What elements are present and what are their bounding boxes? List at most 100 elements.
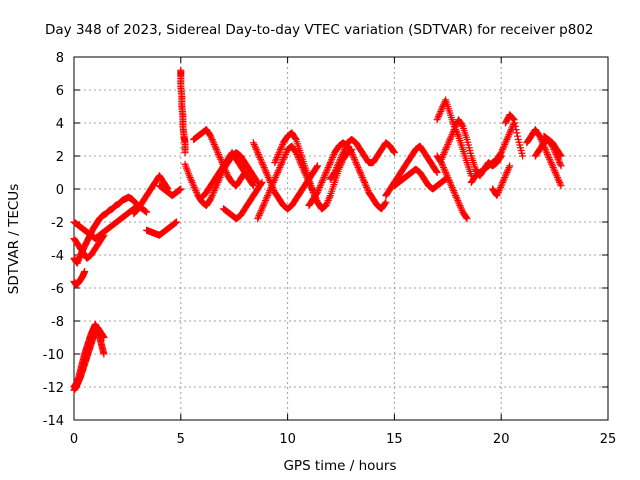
data-point-seg18 [362,182,370,190]
data-point-seg18 [326,160,334,168]
data-point-seg22 [434,114,442,122]
data-point-seg15 [254,150,262,158]
data-point-seg18 [321,170,329,178]
data-point-seg23 [454,197,462,205]
data-point-seg18 [320,173,328,181]
data-point-seg27 [514,132,522,140]
data-point-seg24 [439,152,447,160]
data-point-seg24 [442,144,450,152]
data-point-seg19 [337,154,345,162]
data-point-seg25 [503,136,511,143]
data-point-seg18 [324,164,332,172]
data-point-seg28 [542,147,550,155]
data-point-seg19 [331,167,339,175]
data-point-seg29 [555,157,563,165]
data-point-seg27 [512,126,520,134]
data-point-seg16 [262,197,270,205]
data-point-seg19 [390,148,398,156]
data-point-seg18 [318,177,326,185]
data-point-seg27 [511,119,519,127]
data-point-seg15 [262,169,270,176]
data-point-seg24 [445,137,453,145]
data-point-seg23 [463,215,471,223]
data-point-seg24 [445,139,453,147]
data-point-seg16 [261,198,269,206]
data-point-seg17 [275,149,283,157]
data-point-seg28 [553,172,561,180]
data-point-seg26 [500,175,508,183]
data-point-seg18 [357,170,365,178]
data-point-seg26 [493,192,501,200]
data-point-seg18 [348,149,356,157]
data-point-seg17 [274,152,282,160]
data-point-seg13 [249,181,257,189]
y-tick-label: -12 [43,381,64,396]
data-point-seg27 [511,122,519,130]
data-point-seg12 [217,155,225,163]
data-point-seg25 [506,127,514,135]
data-point-seg12 [207,132,215,140]
data-point-seg18 [355,165,363,173]
data-point-seg19 [336,155,344,163]
data-point-seg16 [271,173,279,181]
data-point-seg16 [260,200,268,208]
data-point-seg17 [324,197,332,205]
data-point-seg18 [321,172,329,180]
data-point-seg23 [452,193,460,201]
data-point-seg16 [259,202,267,209]
y-tick-labels: -14 -12 -10 -8 -6 -4 -2 0 2 4 6 8 [43,51,64,429]
data-point-seg15 [314,162,322,170]
data-point-seg16 [259,203,267,211]
data-point-seg16 [264,192,272,200]
data-point-seg17 [274,150,282,158]
data-point-seg15 [249,139,257,147]
x-tick-labels: 0 5 10 15 20 25 [70,432,616,447]
axis-ticks [73,56,609,421]
data-point-seg26 [496,183,504,191]
data-point-seg16 [281,150,289,158]
data-point-seg24 [449,127,457,135]
data-point-seg19 [340,147,348,155]
data-point-seg18 [314,188,322,196]
data-point-seg16 [271,175,279,183]
data-point-seg12 [213,147,221,155]
data-point-seg15 [313,163,321,171]
plot-frame [73,56,609,421]
data-point-seg15 [264,173,272,181]
data-point-seg26 [497,182,505,190]
data-point-seg19 [331,169,339,176]
data-point-seg17 [273,154,281,162]
data-point-seg18 [356,169,364,176]
data-point-seg24 [447,134,455,142]
data-point-seg12 [222,169,230,176]
data-point-seg18 [358,173,366,181]
data-point-seg18 [350,154,358,162]
x-tick-label: 15 [386,432,403,447]
data-point-seg12 [208,136,216,143]
data-point-seg23 [439,162,447,170]
data-point-seg22 [438,104,446,112]
data-point-seg23 [444,173,452,181]
data-point-seg23 [443,172,451,180]
data-point-seg19 [341,145,349,153]
data-point-seg24 [446,136,454,143]
data-point-seg10 [181,149,189,157]
data-point-seg25 [508,124,516,132]
data-point-seg25 [498,147,506,155]
data-point-seg16 [258,205,266,213]
data-point-seg17 [271,157,279,165]
data-point-seg16 [254,213,262,221]
data-point-seg5 [143,208,151,216]
data-point-seg16 [269,180,277,188]
data-point-seg12 [211,142,219,150]
x-tick-label: 10 [279,432,296,447]
data-point-seg11 [186,173,194,181]
data-point-seg16 [276,162,284,170]
data-point-seg16 [278,159,286,167]
data-point-seg19 [333,164,341,172]
data-point-seg16 [276,164,284,172]
data-point-seg28 [543,149,551,157]
data-point-seg14 [257,180,265,187]
data-point-seg23 [442,169,450,176]
x-axis-label: GPS time / hours [283,458,396,474]
